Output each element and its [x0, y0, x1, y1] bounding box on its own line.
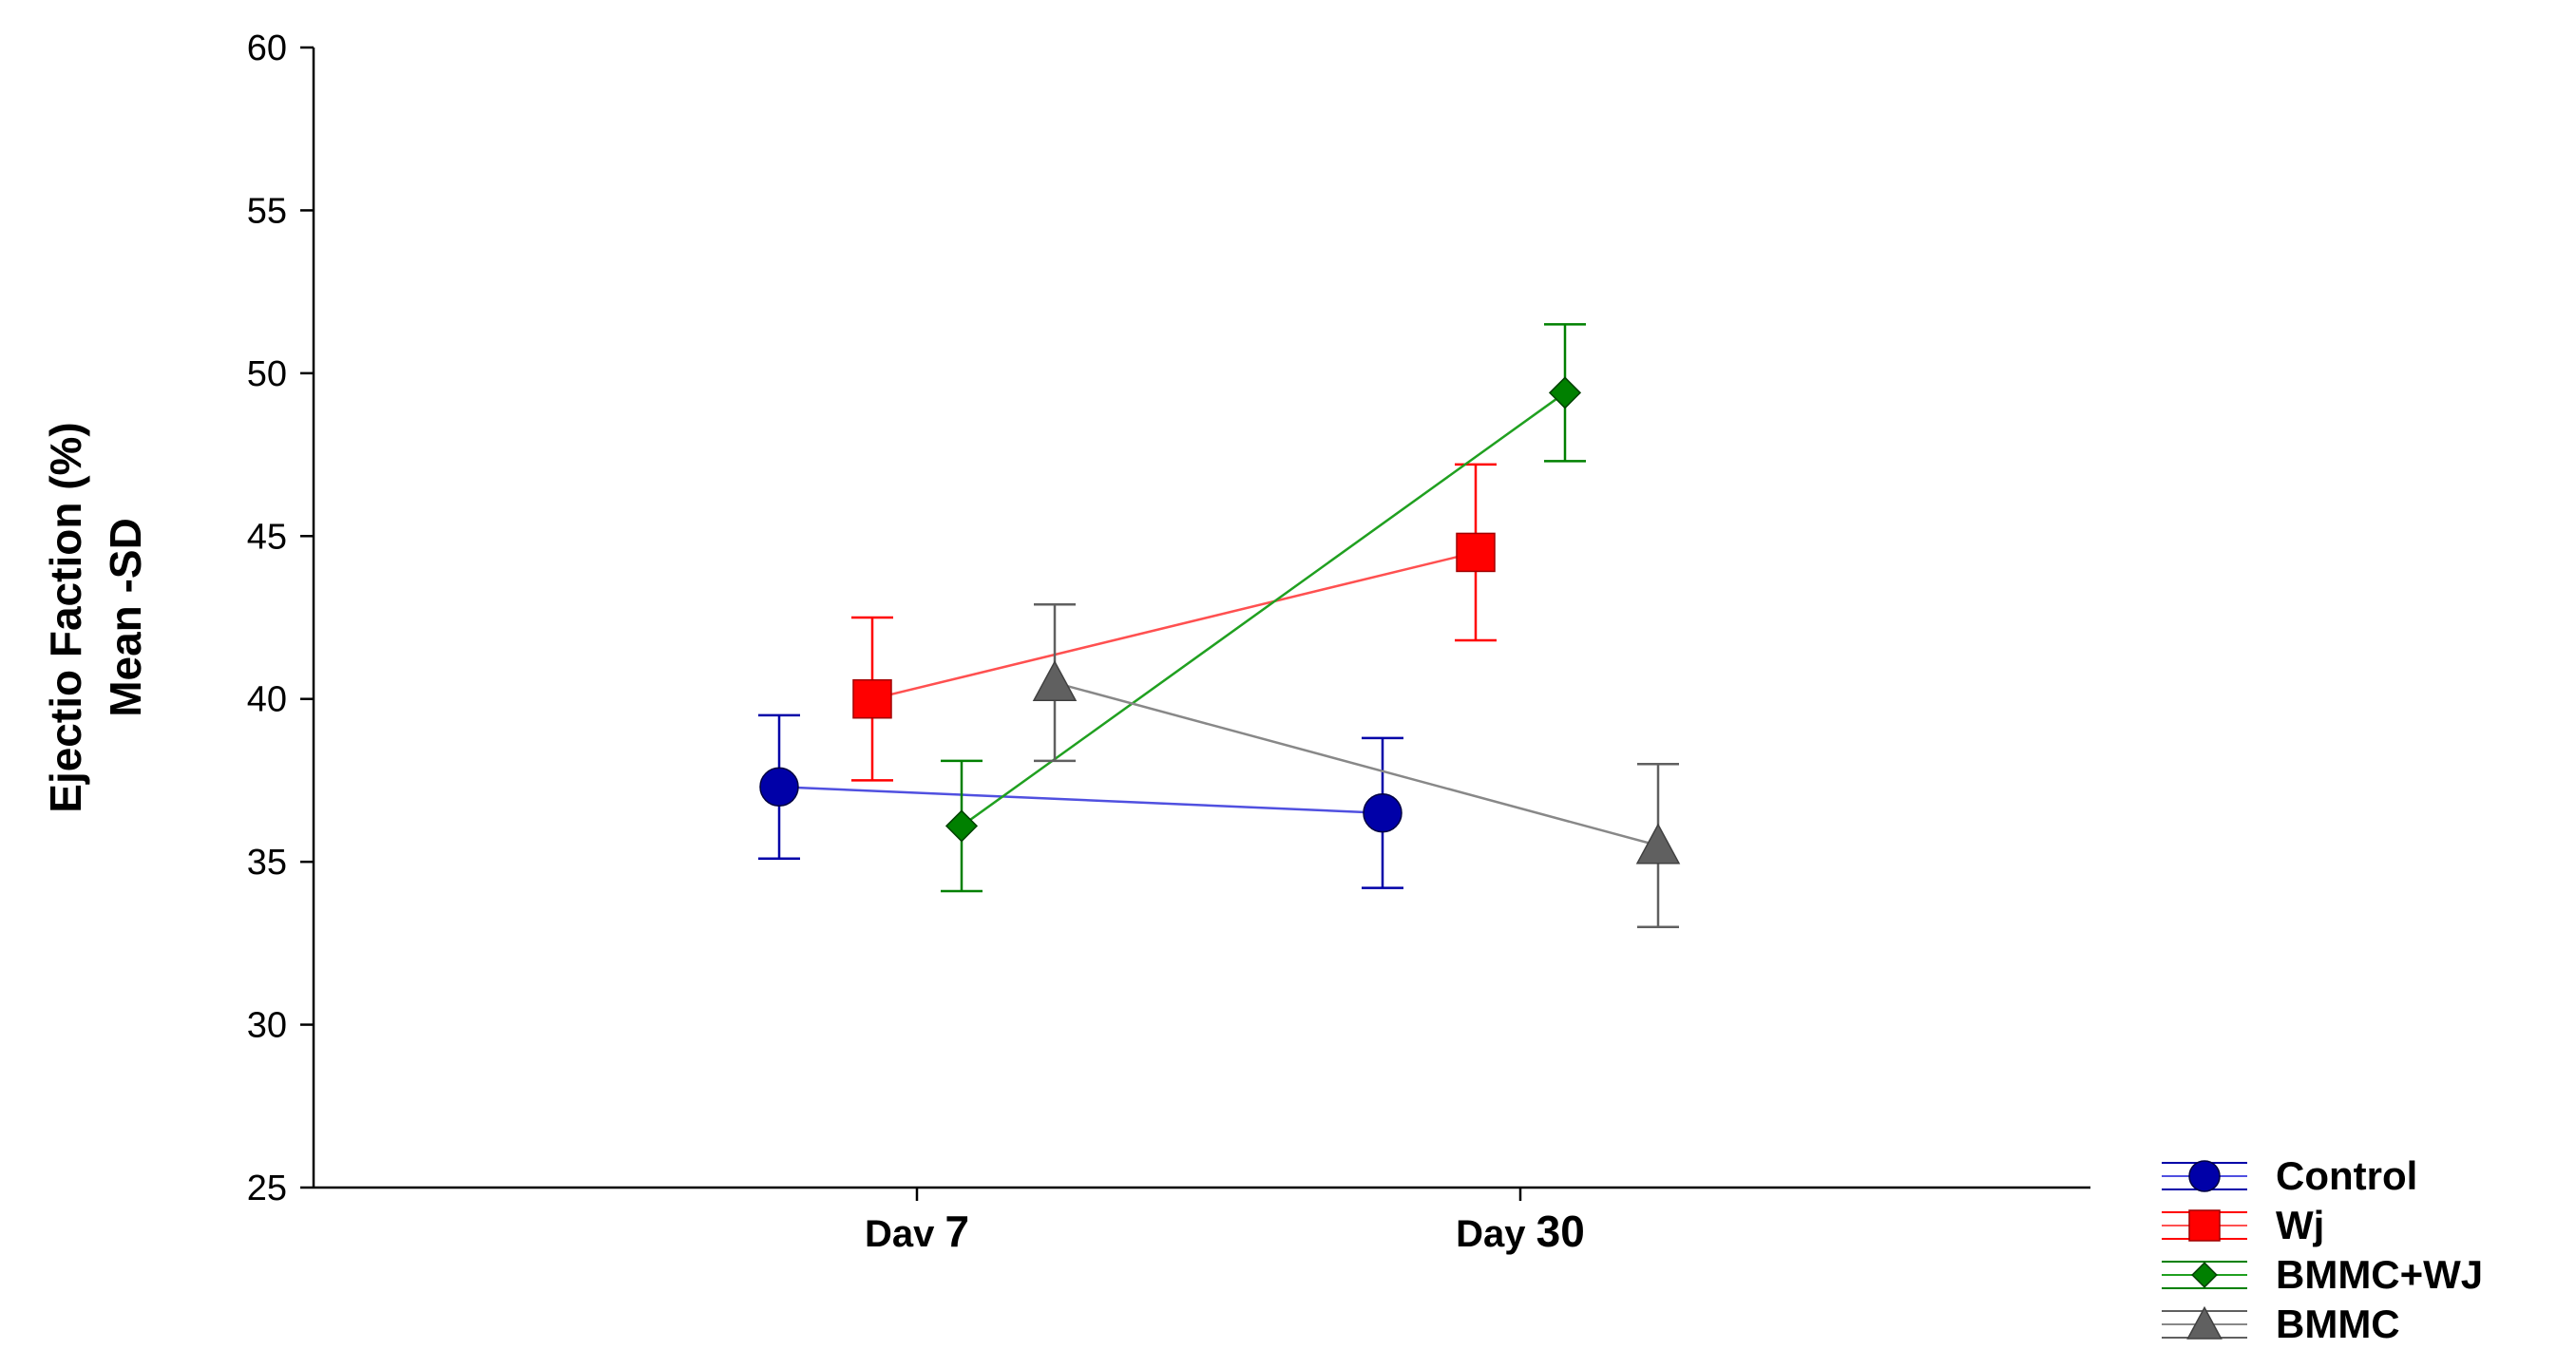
series-line-control	[778, 786, 1383, 814]
data-point	[1456, 532, 1496, 573]
y-axis-title-line2: Mean -SD	[101, 518, 150, 717]
legend-marker	[2191, 1262, 2218, 1288]
y-tick-label: 25	[247, 1169, 287, 1208]
series-line-bmmc-wj	[961, 391, 1566, 827]
data-point	[1548, 376, 1582, 409]
legend-label: BMMC+WJ	[2276, 1252, 2483, 1297]
y-tick-label: 30	[247, 1006, 287, 1046]
y-tick-label: 55	[247, 191, 287, 231]
series-wj	[851, 463, 1497, 782]
legend-marker	[2188, 1160, 2221, 1192]
y-tick-label: 50	[247, 354, 287, 394]
data-point	[1635, 823, 1681, 865]
series-bmmc-wj	[941, 323, 1586, 893]
legend-label: Wj	[2276, 1203, 2324, 1247]
y-tick-label: 40	[247, 680, 287, 720]
data-point	[945, 809, 979, 843]
series-line-bmmc	[1054, 681, 1659, 847]
legend-item-wj: Wj	[2162, 1203, 2324, 1247]
y-tick-label: 60	[247, 29, 287, 68]
series-bmmc	[1032, 603, 1681, 928]
series-line-wj	[871, 551, 1477, 700]
y-axis-title: Ejectio Faction (%)	[41, 422, 90, 812]
legend-item-control: Control	[2162, 1153, 2417, 1198]
legend-item-bmmc-wj: BMMC+WJ	[2162, 1252, 2483, 1297]
axes: 25 30 35 40 45 50 55 60 Dav 7 Day 30 Ejectio Facti…	[41, 29, 2090, 1256]
y-tick-label: 45	[247, 517, 287, 557]
x-tick-label: Day 30	[1456, 1207, 1585, 1256]
data-point	[1032, 659, 1078, 702]
legend-marker	[2188, 1209, 2221, 1242]
legend: Control Wj BMMC+WJ BMMC	[2162, 1153, 2483, 1346]
legend-label: BMMC	[2276, 1302, 2400, 1346]
x-tick-label: Dav 7	[865, 1207, 969, 1256]
legend-item-bmmc: BMMC	[2162, 1302, 2400, 1346]
data-point	[759, 767, 799, 808]
data-point	[1363, 792, 1402, 833]
series-control	[758, 713, 1403, 889]
legend-marker	[2186, 1305, 2223, 1340]
legend-label: Control	[2276, 1153, 2417, 1198]
y-tick-label: 35	[247, 843, 287, 883]
series-layer	[758, 323, 1681, 928]
data-point	[852, 678, 892, 719]
